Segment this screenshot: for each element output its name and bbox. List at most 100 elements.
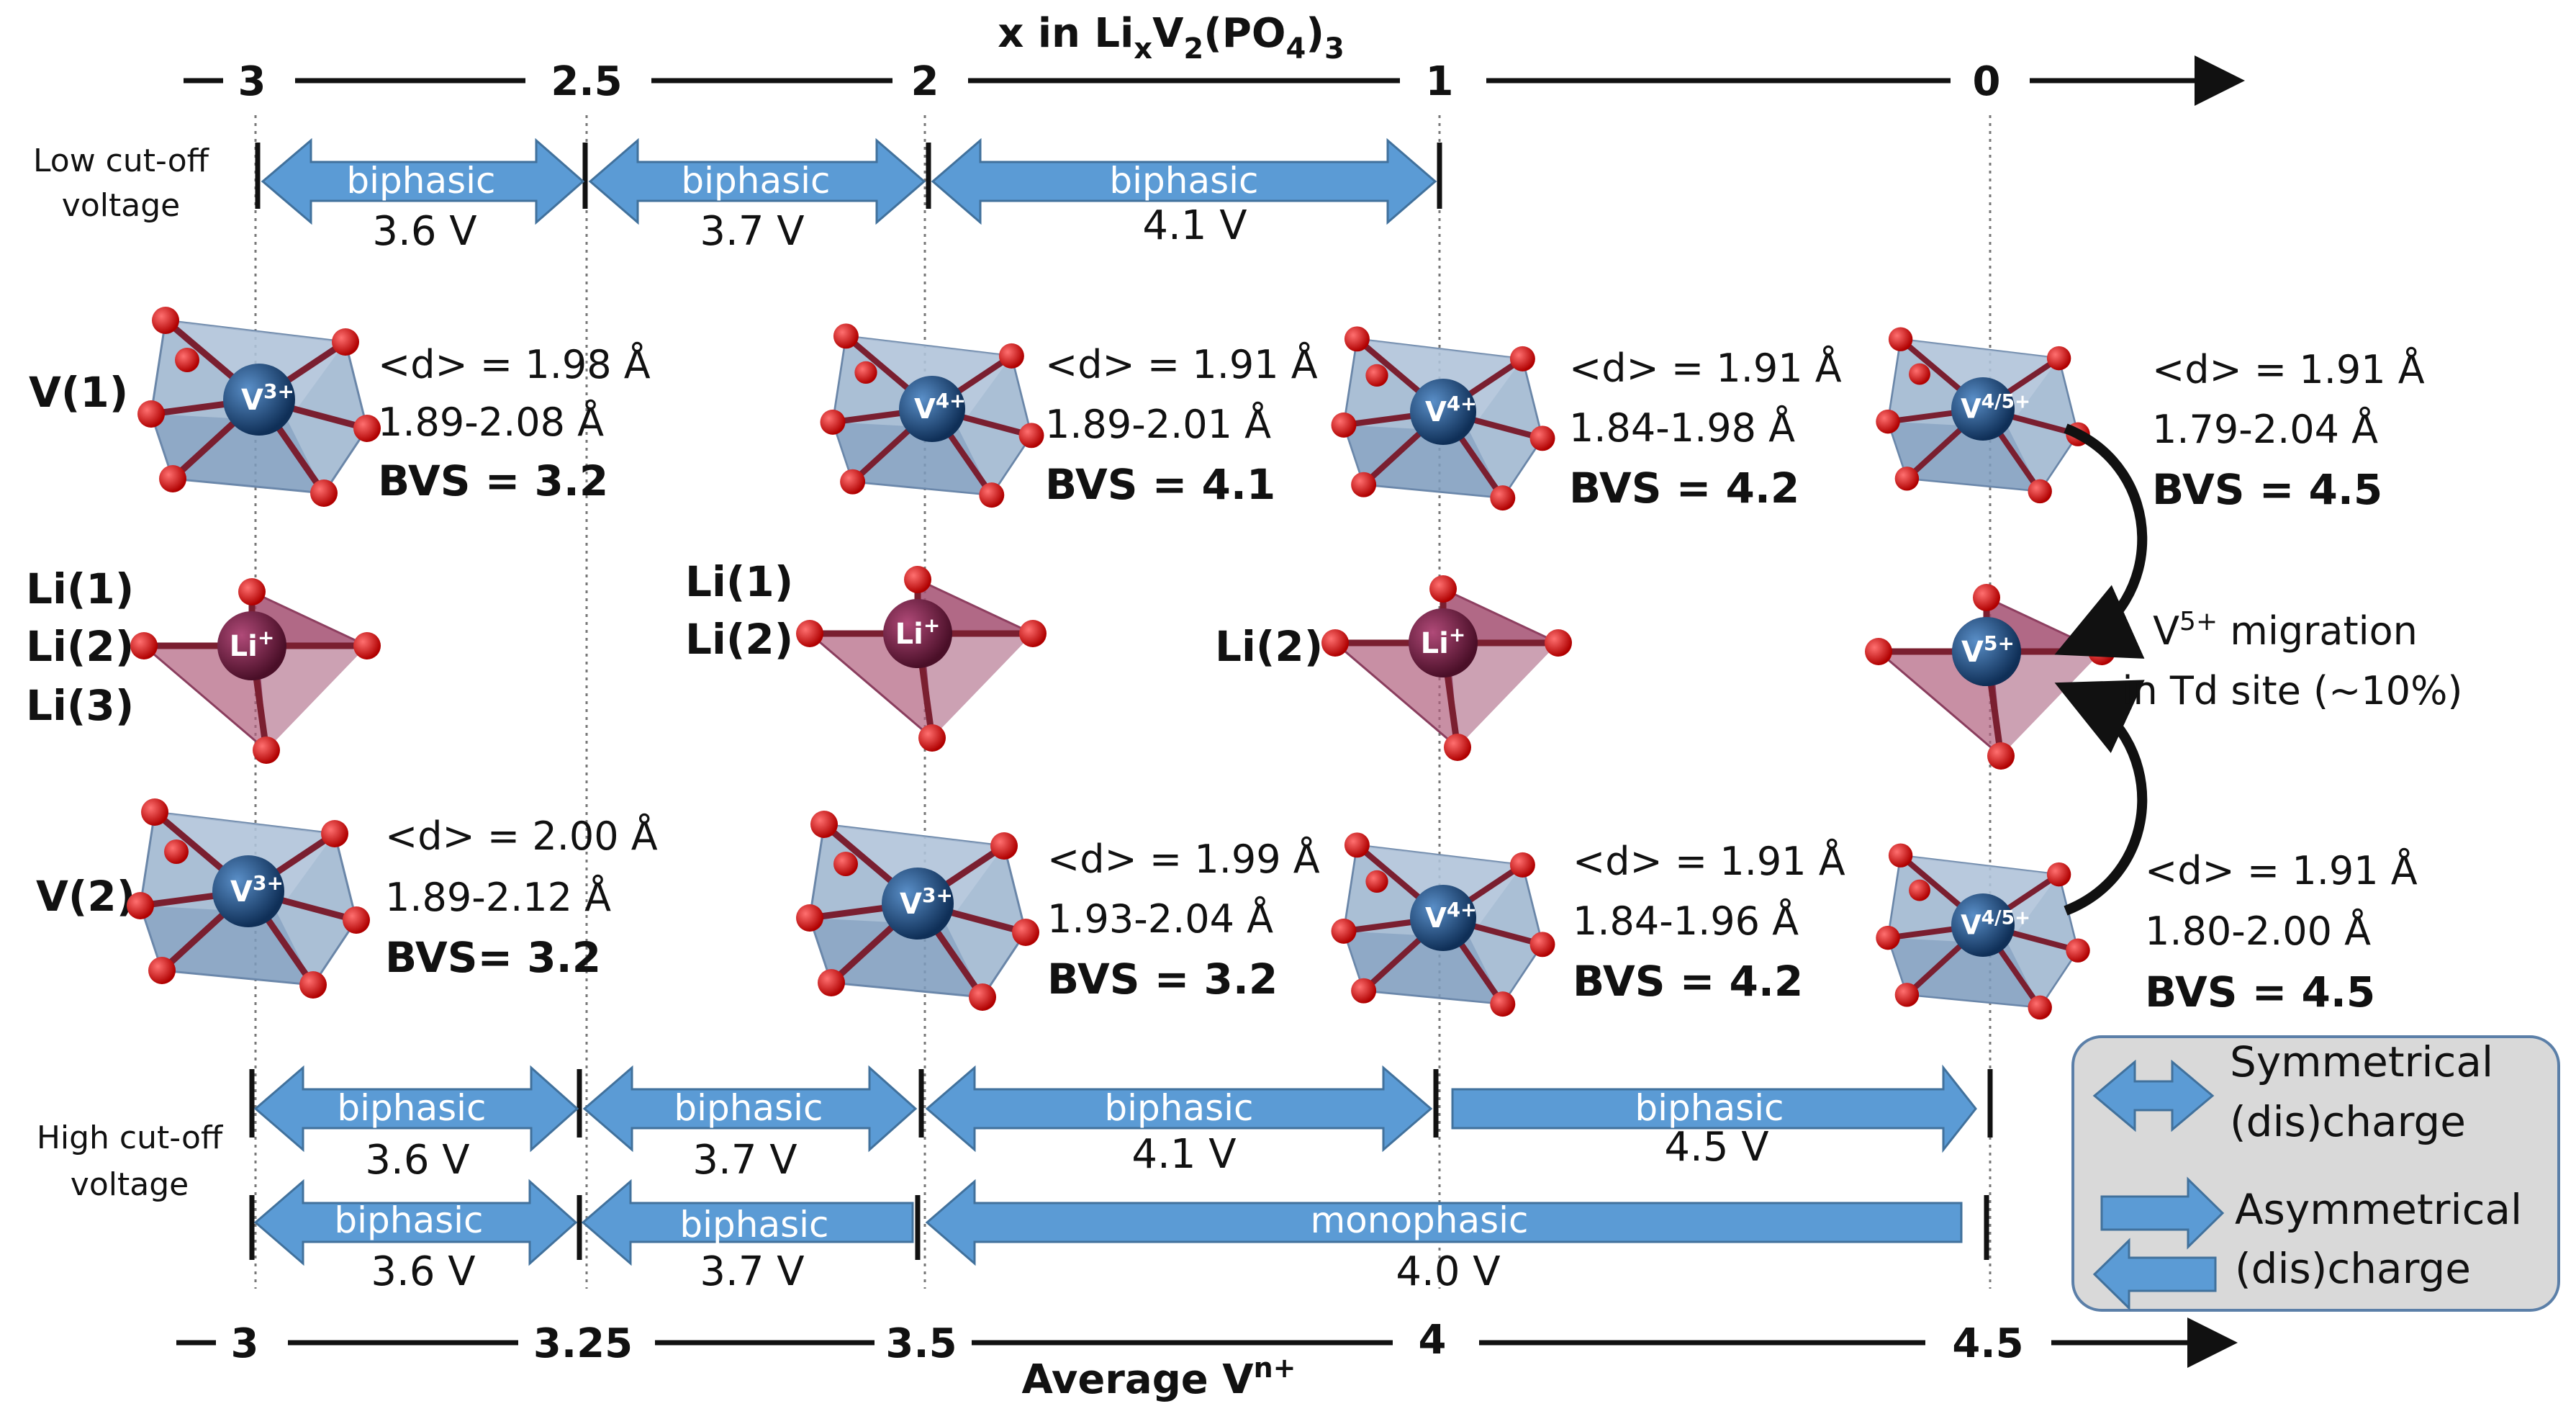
- v1-stat4-bvs: BVS = 4.5: [2152, 465, 2382, 514]
- ion-label-v3: V3+: [230, 871, 284, 909]
- high-row1-seg3-text: biphasic: [1104, 1087, 1253, 1129]
- v1-stat3-bvs: BVS = 4.2: [1569, 464, 1799, 513]
- v2-stat2-bvs: BVS = 3.2: [1047, 955, 1278, 1004]
- label-li2-a: Li(2): [26, 622, 134, 671]
- single-arrow: [1451, 1064, 1977, 1153]
- octahedron-v1-x1: V4+: [1332, 326, 1555, 510]
- v2-stat2-d: <d> = 1.99 Å: [1047, 836, 1320, 882]
- v1-stat2-range: 1.89-2.01 Å: [1045, 401, 1271, 447]
- high-cutoff-row: High cut-off voltage biphasic biphasic b…: [37, 1064, 1993, 1295]
- top-tick-0: 0: [1973, 58, 2001, 105]
- top-tick-3: 3: [238, 58, 266, 105]
- bottom-axis-title: Average Vn+: [1021, 1352, 1296, 1403]
- double-arrow: [253, 1065, 579, 1153]
- v1-stat1-bvs: BVS = 3.2: [378, 456, 608, 505]
- high-row2-seg1-voltage: 3.6 V: [371, 1248, 475, 1295]
- bottom-tick-3: 3: [231, 1320, 259, 1367]
- high-row1-seg4-text: biphasic: [1635, 1087, 1784, 1129]
- high-row2-seg2-voltage: 3.7 V: [700, 1248, 804, 1295]
- legend-asymmetrical-right-arrow: [2100, 1176, 2225, 1250]
- tetrahedron-li-x1: Li+: [1321, 575, 1572, 761]
- high-row2-seg3-voltage: 4.0 V: [1396, 1248, 1500, 1295]
- v2-stat4-bvs: BVS = 4.5: [2145, 968, 2375, 1017]
- tetrahedron-li-x2: Li+: [796, 566, 1047, 752]
- low-seg2-voltage: 3.7 V: [700, 208, 804, 255]
- label-li2-c: Li(2): [1215, 622, 1323, 671]
- legend: Symmetrical (dis)charge Asymmetrical (di…: [2071, 1035, 2560, 1312]
- double-arrow: [931, 138, 1437, 225]
- v1-stat2-d: <d> = 1.91 Å: [1045, 341, 1318, 387]
- double-arrow: [588, 138, 926, 225]
- ion-label-v3: V3+: [900, 883, 953, 921]
- ion-label-li: Li+: [895, 613, 941, 651]
- v2-stat4-range: 1.80-2.00 Å: [2145, 908, 2371, 954]
- ion-label-v4: V4+: [914, 389, 966, 425]
- high-row2-seg1-text: biphasic: [334, 1199, 483, 1241]
- migration-line2: in Td site (~10%): [2123, 668, 2463, 713]
- tetrahedron-v5-x0: V5+: [1865, 584, 2115, 770]
- v2-stat1-d: <d> = 2.00 Å: [385, 813, 658, 859]
- legend-asymmetrical-left-arrow: [2092, 1238, 2217, 1311]
- legend-asym-line2: (dis)charge: [2235, 1244, 2471, 1293]
- v2-stat3-range: 1.84-1.96 Å: [1573, 898, 1799, 944]
- low-seg2-text: biphasic: [681, 160, 830, 202]
- top-tick-1: 1: [1426, 58, 1454, 105]
- top-axis: x in LixV2(PO4)3 3 2.5 2 1 0: [184, 10, 2245, 106]
- v2-stat1-bvs: BVS= 3.2: [385, 933, 601, 982]
- bottom-tick-3-25: 3.25: [533, 1320, 633, 1367]
- ion-label-li: Li+: [1421, 623, 1466, 660]
- bottom-tick-4-5: 4.5: [1952, 1320, 2023, 1367]
- label-li1-b: Li(1): [685, 557, 793, 606]
- v2-stat2-range: 1.93-2.04 Å: [1047, 896, 1273, 942]
- octahedron-v1-x1-5: V4+: [821, 323, 1044, 508]
- low-seg3-text: biphasic: [1109, 160, 1258, 202]
- low-cutoff-row: Low cut-off voltage biphasic biphasic bi…: [33, 138, 1442, 255]
- high-row1-seg4-voltage: 4.5 V: [1664, 1124, 1768, 1171]
- octahedron-v2-x1-5: V3+: [796, 811, 1039, 1011]
- v1-stat1-range: 1.89-2.08 Å: [378, 399, 604, 445]
- bottom-tick-3-5: 3.5: [885, 1320, 957, 1367]
- high-row1-seg2-text: biphasic: [674, 1087, 823, 1129]
- double-arrow: [582, 1065, 918, 1153]
- low-cutoff-label-1: Low cut-off: [33, 143, 210, 179]
- ion-label-v3: V3+: [241, 379, 294, 417]
- label-li3-a: Li(3): [26, 681, 134, 730]
- high-row2-seg2-text: biphasic: [679, 1204, 828, 1245]
- migration-annotation: V5+ migration in Td site (~10%): [2054, 423, 2463, 916]
- low-seg3-voltage: 4.1 V: [1142, 202, 1247, 249]
- high-cutoff-label-1: High cut-off: [37, 1120, 224, 1156]
- high-cutoff-label-2: voltage: [71, 1166, 189, 1203]
- label-li1-a: Li(1): [26, 564, 134, 613]
- ion-label-v45: V4/5+: [1961, 390, 2030, 424]
- v1-stats: <d> = 1.98 Å 1.89-2.08 Å BVS = 3.2 <d> =…: [378, 341, 2425, 514]
- v1-stat4-d: <d> = 1.91 Å: [2152, 346, 2425, 392]
- octahedron-v2-x3: V3+: [127, 798, 370, 999]
- low-cutoff-label-2: voltage: [62, 187, 180, 224]
- legend-asym-line1: Asymmetrical: [2235, 1185, 2522, 1234]
- octahedron-v1-x0: V4/5+: [1876, 327, 2089, 503]
- octahedron-v1-x3: V3+: [137, 307, 381, 507]
- low-seg1-voltage: 3.6 V: [372, 208, 476, 255]
- legend-symmetrical-arrow: [2092, 1059, 2215, 1132]
- bottom-tick-4: 4: [1419, 1317, 1447, 1364]
- high-row1-seg3-voltage: 4.1 V: [1131, 1131, 1236, 1178]
- label-v2: V(2): [36, 872, 135, 921]
- ion-label-v5: V5+: [1961, 631, 2015, 669]
- ion-label-v4: V4+: [1425, 898, 1477, 934]
- high-row1-seg2-voltage: 3.7 V: [692, 1137, 797, 1184]
- v2-stat1-range: 1.89-2.12 Å: [385, 874, 611, 920]
- v2-stats: <d> = 2.00 Å 1.89-2.12 Å BVS= 3.2 <d> = …: [385, 813, 2418, 1017]
- top-tick-2: 2: [911, 58, 939, 105]
- high-row1-seg1-voltage: 3.6 V: [365, 1137, 469, 1184]
- v2-stat3-d: <d> = 1.91 Å: [1573, 838, 1845, 884]
- v1-stat3-d: <d> = 1.91 Å: [1569, 345, 1842, 391]
- legend-sym-line2: (dis)charge: [2230, 1097, 2466, 1146]
- ion-label-li: Li+: [230, 626, 275, 663]
- top-tick-2-5: 2.5: [551, 58, 622, 105]
- tetrahedron-li-x3: Li+: [130, 578, 381, 764]
- v1-stat2-bvs: BVS = 4.1: [1045, 460, 1275, 509]
- legend-sym-line1: Symmetrical: [2230, 1037, 2493, 1086]
- label-li2-b: Li(2): [685, 615, 793, 664]
- single-arrow: [925, 1179, 1963, 1266]
